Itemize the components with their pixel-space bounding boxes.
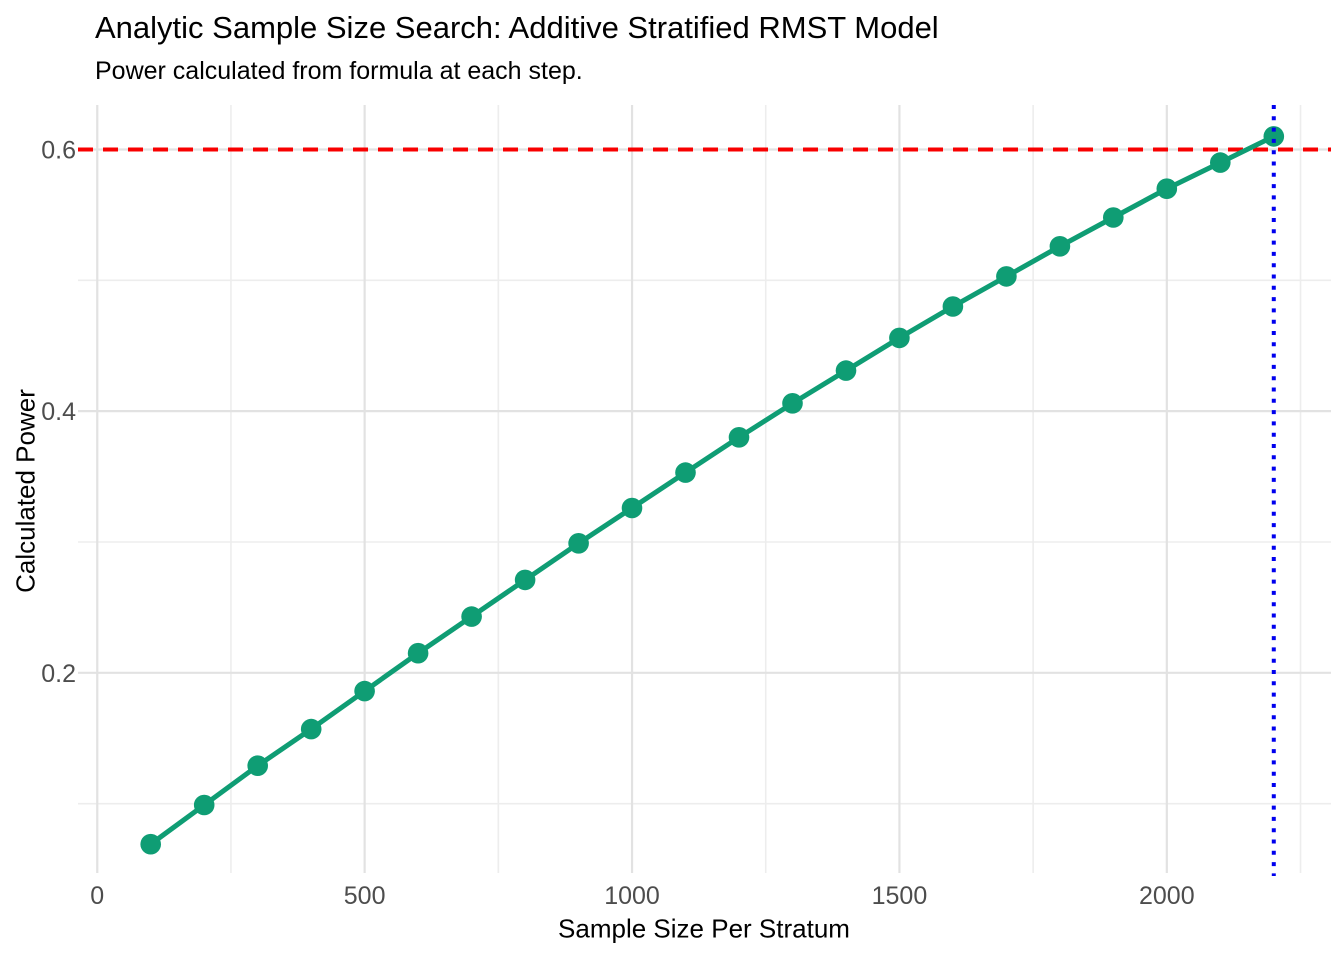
data-point [568,533,589,554]
data-point [728,427,750,448]
data-point [514,569,536,591]
y-axis-title: Calculated Power [10,389,41,593]
chart-subtitle: Power calculated from formula at each st… [95,57,583,85]
x-tick-label: 2000 [1139,882,1195,910]
data-point [1263,126,1285,147]
x-tick-label: 1500 [872,882,928,910]
x-tick-label: 500 [344,882,386,910]
data-point [782,393,803,414]
data-point [354,680,375,702]
data-point [407,642,429,664]
x-tick-label: 0 [90,882,104,910]
data-point [300,718,322,740]
data-point [942,296,964,317]
y-tick-label: 0.4 [41,398,76,426]
data-point [675,462,696,483]
data-point [621,497,643,519]
data-point [996,266,1017,287]
data-point [889,327,910,349]
power-curve-line [148,133,1277,847]
data-point [1049,236,1071,257]
y-tick-label: 0.6 [41,136,76,164]
data-point [140,833,161,855]
data-point [1210,152,1231,173]
data-point [193,794,215,816]
data-point [835,360,857,381]
chart-title: Analytic Sample Size Search: Additive St… [95,10,939,45]
data-point [1103,207,1124,228]
data-point [461,606,482,627]
data-point [247,755,268,776]
x-axis-title: Sample Size Per Stratum [558,913,850,944]
data-point [1156,178,1178,199]
y-tick-label: 0.2 [41,660,76,688]
x-tick-label: 1000 [604,882,660,910]
